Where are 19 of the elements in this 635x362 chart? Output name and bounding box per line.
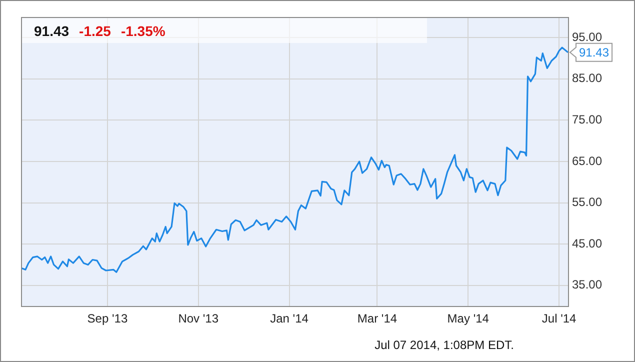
annotation: 91.43 xyxy=(34,22,70,38)
y-tick-label: 75.00 xyxy=(572,112,602,127)
x-tick-label: Mar '14 xyxy=(357,312,398,326)
y-tick-label: 45.00 xyxy=(572,236,602,250)
x-tick-label: Sep '13 xyxy=(87,312,128,326)
x-tick-label: May '14 xyxy=(447,312,490,326)
header-panel: 91.43 -1.25 -1.35% xyxy=(22,18,427,43)
annotation: -1.35% xyxy=(120,22,166,38)
x-tick-label: Jul '14 xyxy=(542,312,577,326)
annotation: -1.25 xyxy=(79,22,111,38)
text: Jul 07 2014, 1:08PM EDT. xyxy=(374,338,514,352)
x-tick-label: Jan '14 xyxy=(270,312,309,326)
annotation: 91.43 xyxy=(579,46,610,60)
y-tick-label: 85.00 xyxy=(572,71,602,86)
y-tick-label: 95.00 xyxy=(572,30,602,44)
y-tick-label: 35.00 xyxy=(572,278,602,292)
y-tick-label: 55.00 xyxy=(572,195,602,210)
x-tick-label: Nov '13 xyxy=(178,312,219,326)
y-tick-label: 65.00 xyxy=(572,154,602,168)
